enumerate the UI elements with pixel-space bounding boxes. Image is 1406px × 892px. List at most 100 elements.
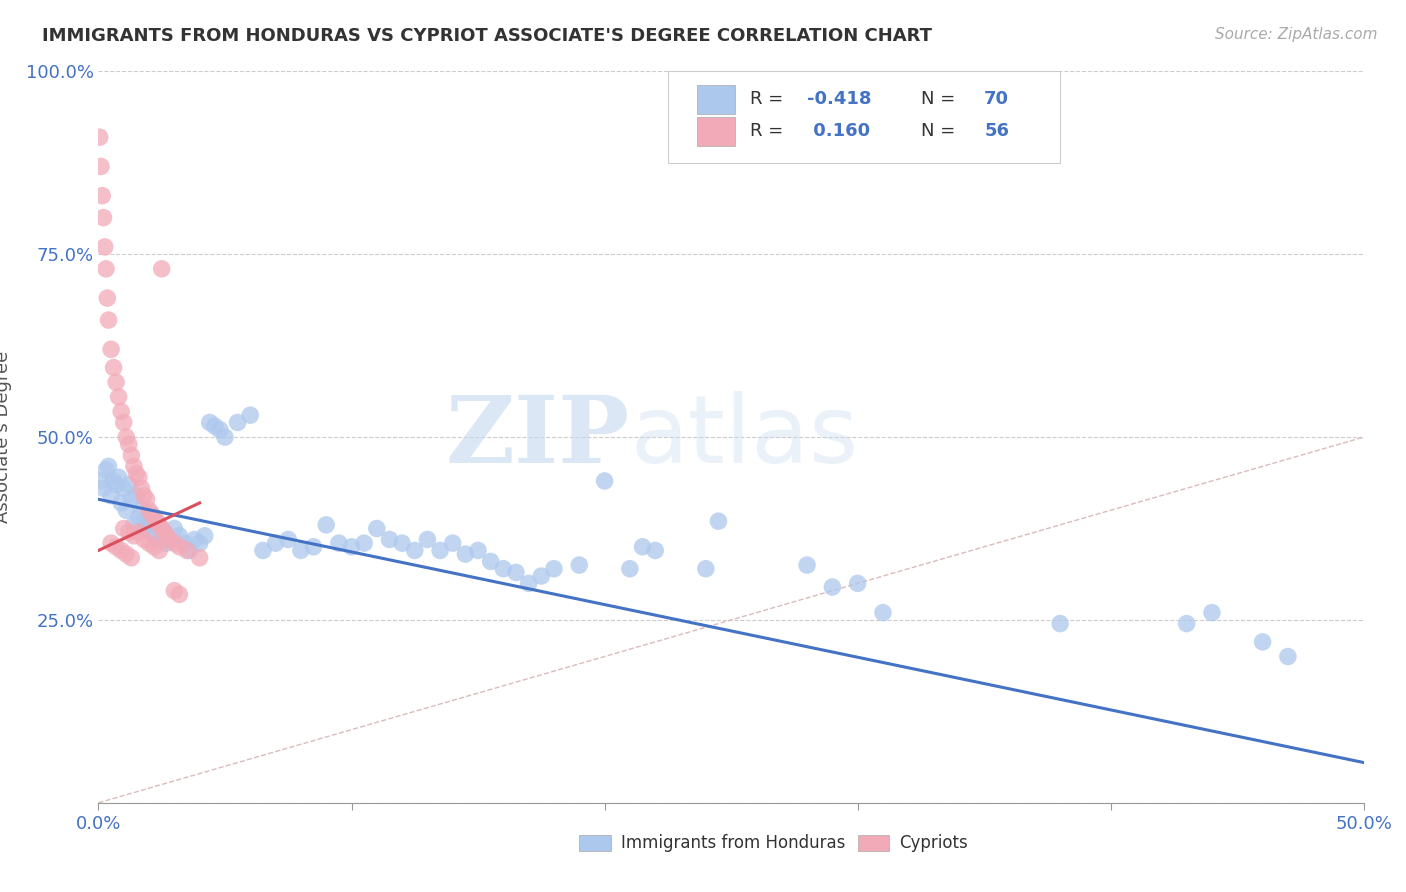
Point [277, 533, 299, 547]
Point [163, 521, 186, 535]
Point [429, 543, 451, 558]
Point [188, 536, 211, 550]
Point [120, 492, 142, 507]
Point [1251, 635, 1274, 649]
Point [131, 503, 153, 517]
Point [143, 510, 166, 524]
Point [107, 470, 129, 484]
Point [138, 536, 160, 550]
Point [115, 547, 138, 561]
Point [416, 533, 439, 547]
Point [97, 313, 120, 327]
Point [176, 543, 198, 558]
Point [105, 540, 128, 554]
Text: -0.418: -0.418 [807, 90, 872, 108]
Point [118, 477, 141, 491]
Point [103, 474, 125, 488]
Point [132, 521, 155, 535]
Text: Immigrants from Honduras: Immigrants from Honduras [621, 834, 845, 852]
Point [153, 525, 176, 540]
Point [707, 514, 730, 528]
Text: R =: R = [751, 122, 789, 140]
Point [208, 423, 231, 437]
Point [132, 533, 155, 547]
Point [157, 533, 180, 547]
Point [145, 533, 167, 547]
Point [89, 130, 111, 145]
Point [214, 430, 236, 444]
Point [125, 489, 148, 503]
FancyBboxPatch shape [579, 835, 610, 851]
Point [90, 474, 112, 488]
Point [492, 562, 515, 576]
Point [454, 547, 477, 561]
Point [118, 437, 141, 451]
Point [239, 408, 262, 422]
Point [353, 536, 375, 550]
FancyBboxPatch shape [697, 117, 735, 146]
Point [340, 540, 363, 554]
Point [366, 521, 388, 535]
Point [135, 517, 157, 532]
Point [125, 467, 148, 481]
Point [128, 470, 150, 484]
Point [173, 536, 195, 550]
Point [96, 291, 118, 305]
Point [391, 536, 413, 550]
Point [796, 558, 818, 573]
Point [128, 510, 150, 524]
Point [93, 481, 115, 495]
Point [138, 503, 160, 517]
Point [103, 360, 125, 375]
Point [135, 492, 157, 507]
Point [112, 521, 135, 535]
Point [105, 376, 128, 390]
Point [93, 211, 115, 225]
Point [163, 583, 186, 598]
Point [150, 533, 173, 547]
Point [404, 543, 426, 558]
Point [328, 536, 350, 550]
Point [619, 562, 641, 576]
Point [122, 529, 145, 543]
Point [1201, 606, 1223, 620]
Text: IMMIGRANTS FROM HONDURAS VS CYPRIOT ASSOCIATE'S DEGREE CORRELATION CHART: IMMIGRANTS FROM HONDURAS VS CYPRIOT ASSO… [42, 27, 932, 45]
Point [169, 529, 191, 543]
Point [141, 507, 163, 521]
Point [112, 481, 135, 495]
Point [118, 525, 141, 540]
Point [150, 521, 173, 535]
Point [543, 562, 565, 576]
Point [1049, 616, 1071, 631]
Point [131, 481, 153, 495]
Point [141, 525, 163, 540]
Point [1277, 649, 1299, 664]
Point [198, 416, 221, 430]
FancyBboxPatch shape [697, 85, 735, 114]
Point [315, 517, 337, 532]
Point [94, 463, 117, 477]
Point [378, 533, 401, 547]
Point [593, 474, 616, 488]
Point [1175, 616, 1198, 631]
Text: ZIP: ZIP [446, 392, 630, 482]
Point [631, 540, 654, 554]
Text: 56: 56 [984, 122, 1010, 140]
Point [264, 536, 287, 550]
Point [97, 459, 120, 474]
Point [100, 536, 122, 550]
Point [695, 562, 717, 576]
Point [517, 576, 540, 591]
Point [194, 529, 217, 543]
Point [115, 430, 138, 444]
Point [872, 606, 894, 620]
Point [110, 543, 132, 558]
Point [148, 521, 170, 535]
Text: N =: N = [921, 90, 960, 108]
FancyBboxPatch shape [858, 835, 889, 851]
Point [226, 416, 249, 430]
Point [122, 517, 145, 532]
Point [821, 580, 844, 594]
Point [150, 261, 173, 276]
Point [479, 554, 502, 568]
